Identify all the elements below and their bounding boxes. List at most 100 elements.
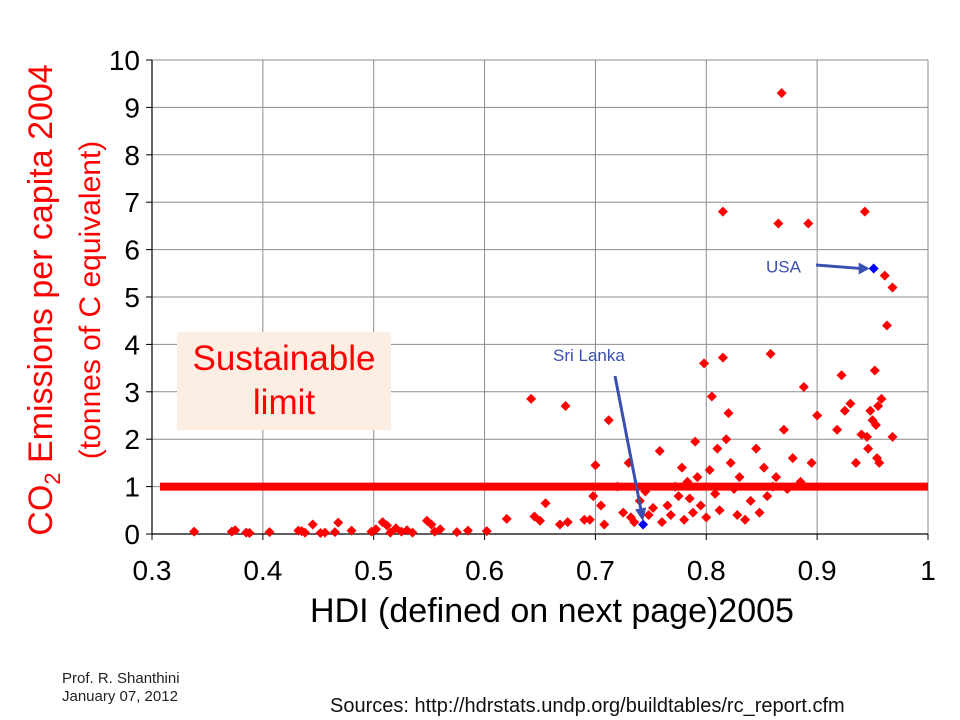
data-point (776, 88, 787, 99)
y-tick-label: 6 (124, 235, 140, 266)
data-point (370, 524, 381, 535)
data-point (679, 514, 690, 525)
y-label-subscript: 2 (40, 472, 65, 484)
data-point (346, 525, 357, 536)
y-label-co: CO (22, 485, 60, 536)
data-point (462, 525, 473, 536)
data-point (778, 424, 789, 435)
data-point (745, 495, 756, 506)
data-point (771, 472, 782, 483)
data-point (865, 405, 876, 416)
x-tick-label: 0.5 (354, 555, 393, 586)
data-point (584, 514, 595, 525)
y-tick-label: 2 (124, 424, 140, 455)
data-point (665, 510, 676, 521)
x-tick-label: 0.9 (798, 555, 837, 586)
data-point (870, 419, 881, 430)
x-tick-label: 1 (920, 555, 936, 586)
data-point (845, 398, 856, 409)
y-tick-label: 10 (109, 45, 140, 76)
data-point (869, 365, 880, 376)
data-point (712, 443, 723, 454)
arrowhead-usa (858, 262, 870, 275)
data-point (579, 514, 590, 525)
data-point (684, 493, 695, 504)
data-point (426, 519, 437, 530)
data-point (704, 465, 715, 476)
data-point (881, 320, 892, 331)
data-point (695, 500, 706, 511)
data-point (451, 527, 462, 538)
arrow-usa (815, 263, 862, 271)
data-point (876, 393, 887, 404)
axes (146, 59, 929, 540)
data-point (656, 517, 667, 528)
svg-text:CO2 Emissions per capita 2004: CO2 Emissions per capita 2004 (22, 64, 65, 535)
data-point (751, 443, 762, 454)
sustainable-limit-line2: limit (252, 383, 316, 422)
data-point (868, 263, 879, 274)
data-point (874, 457, 885, 468)
y-tick-labels: 0 1 2 3 4 5 6 7 8 9 10 (109, 45, 140, 550)
x-tick-label: 0.3 (133, 555, 172, 586)
data-point (839, 405, 850, 416)
footer-date: January 07, 2012 (62, 688, 178, 705)
data-point (787, 453, 798, 464)
data-point (863, 443, 874, 454)
data-point (329, 527, 340, 538)
data-point (812, 410, 823, 421)
data-point (734, 472, 745, 483)
footer-author: Prof. R. Shanthini (62, 670, 180, 687)
data-point (629, 517, 640, 528)
y-tick-label: 1 (124, 472, 140, 503)
data-point (699, 358, 710, 369)
data-point (676, 462, 687, 473)
data-point (836, 370, 847, 381)
y-tick-label: 4 (124, 329, 140, 360)
annotations: USA Sri Lanka (553, 258, 870, 522)
data-point (701, 512, 712, 523)
data-point (710, 488, 721, 499)
y-tick-label: 7 (124, 187, 140, 218)
data-point (643, 510, 654, 521)
data-point (879, 270, 890, 281)
data-point (618, 507, 629, 518)
x-tick-label: 0.7 (576, 555, 615, 586)
data-point (832, 424, 843, 435)
data-point (806, 457, 817, 468)
data-point (862, 431, 873, 442)
data-point (725, 457, 736, 468)
data-point (859, 206, 870, 217)
data-point (887, 282, 898, 293)
data-point (540, 498, 551, 509)
data-point (721, 434, 732, 445)
data-point (648, 502, 659, 513)
y-tick-label: 3 (124, 377, 140, 408)
data-point (638, 519, 649, 530)
data-point (692, 472, 703, 483)
arrow-sri-lanka (613, 375, 643, 511)
x-tick-label: 0.6 (465, 555, 504, 586)
x-axis-label: HDI (defined on next page)2005 (310, 592, 794, 630)
data-point (554, 519, 565, 530)
y-axis-label: CO2 Emissions per capita 2004 (tonnes of… (22, 64, 107, 535)
data-point (798, 382, 809, 393)
data-point (299, 527, 310, 538)
y-tick-label: 0 (124, 519, 140, 550)
data-point (603, 415, 614, 426)
y-label-rest: Emissions per capita 2004 (22, 64, 60, 472)
data-point (706, 391, 717, 402)
data-point (244, 528, 255, 539)
data-point (723, 408, 734, 419)
data-point (333, 517, 344, 528)
y-tick-label: 8 (124, 140, 140, 171)
data-point (690, 436, 701, 447)
data-point (762, 491, 773, 502)
x-tick-label: 0.8 (687, 555, 726, 586)
data-point (873, 401, 884, 412)
data-point (773, 218, 784, 229)
data-point (599, 519, 610, 530)
data-point (595, 500, 606, 511)
annotation-usa: USA (766, 258, 802, 277)
